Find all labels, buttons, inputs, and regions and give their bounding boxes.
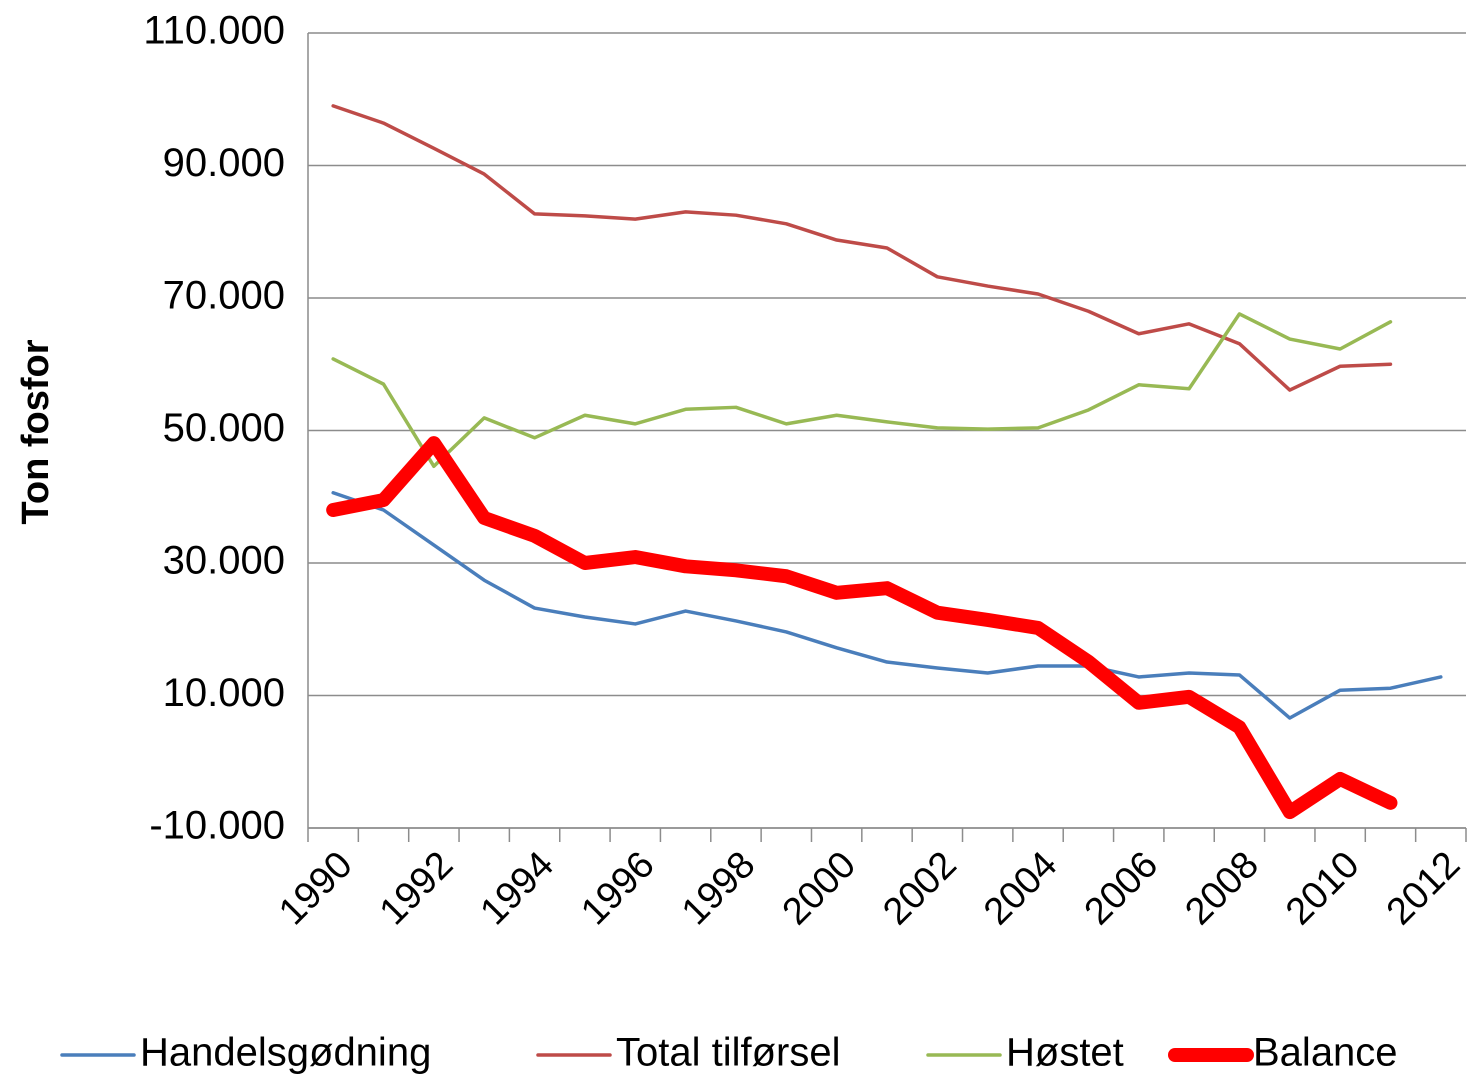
x-tick-label: 1992 xyxy=(372,844,461,933)
x-tick-label: 1994 xyxy=(473,844,562,933)
y-tick-label: 110.000 xyxy=(143,9,285,53)
x-tick-label: 2000 xyxy=(775,844,864,933)
y-tick-label: 10.000 xyxy=(163,671,285,715)
series-line xyxy=(331,104,1393,392)
y-tick-label: 50.000 xyxy=(163,406,285,450)
x-tick-label: 1990 xyxy=(271,844,360,933)
y-tick-label: 90.000 xyxy=(163,141,285,185)
x-tick-label: 2006 xyxy=(1077,844,1166,933)
x-tick-label: 2004 xyxy=(976,844,1065,933)
x-tick-label: 2012 xyxy=(1379,844,1468,933)
series-line xyxy=(331,312,1393,469)
x-tick-label: 1996 xyxy=(573,844,662,933)
series-line xyxy=(326,436,1398,820)
legend-label: Høstet xyxy=(1006,1031,1124,1075)
x-tick-label: 2008 xyxy=(1177,844,1266,933)
legend-label: Balance xyxy=(1253,1031,1398,1075)
y-tick-label: 70.000 xyxy=(163,274,285,318)
x-tick-label: 1998 xyxy=(674,844,763,933)
x-tick-label: 2010 xyxy=(1278,844,1367,933)
legend-label: Total tilførsel xyxy=(616,1031,841,1075)
x-tick-label: 2002 xyxy=(875,844,964,933)
legend-label: Handelsgødning xyxy=(140,1031,431,1075)
series-line xyxy=(331,491,1443,720)
y-tick-label: 30.000 xyxy=(163,539,285,583)
y-tick-label: -10.000 xyxy=(149,804,285,848)
y-axis-title: Ton fosfor xyxy=(15,339,57,524)
